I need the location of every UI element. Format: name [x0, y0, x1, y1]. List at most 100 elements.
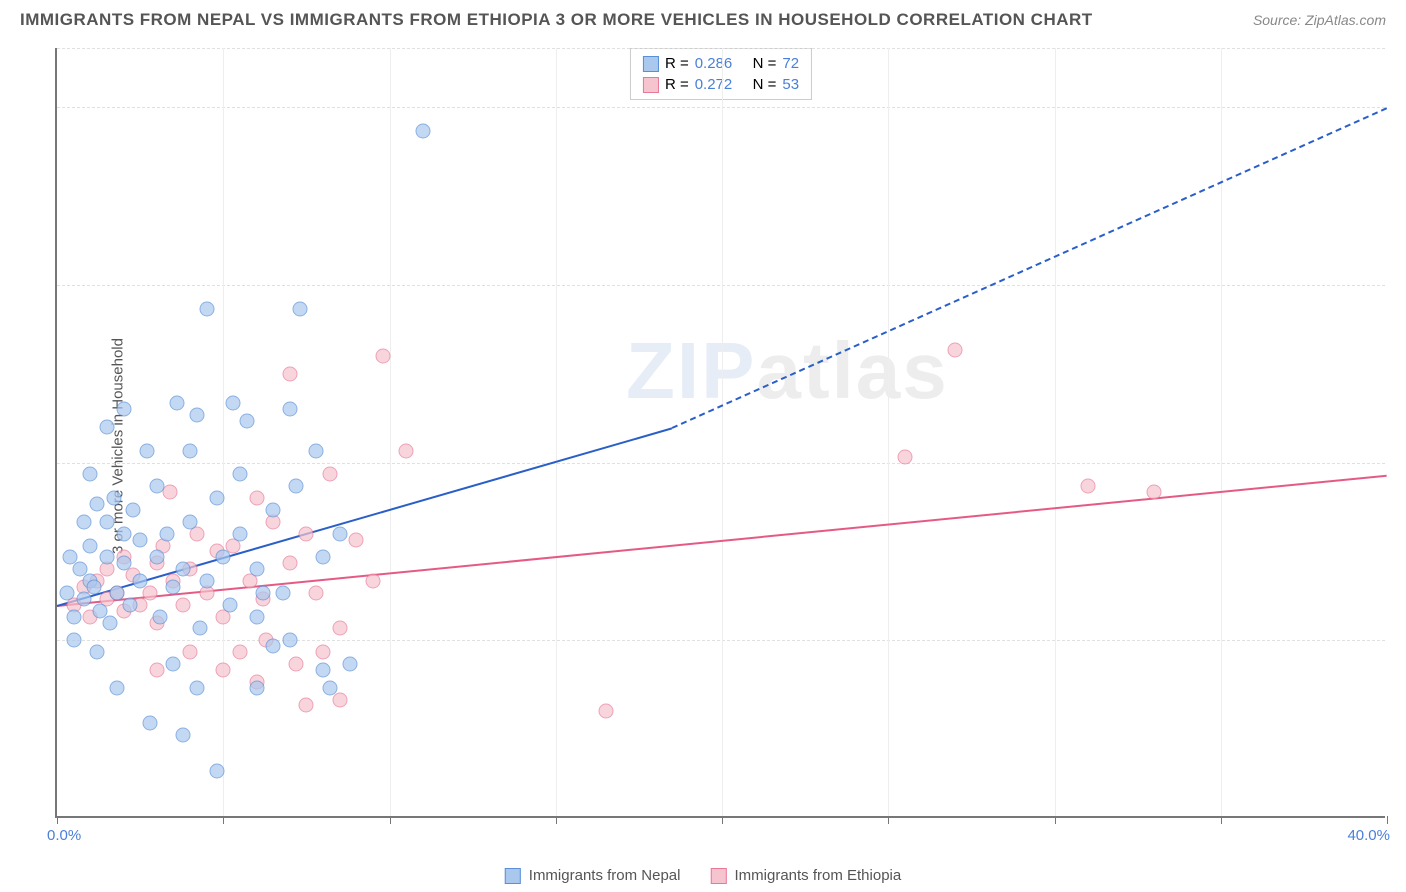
watermark-zip: ZIP	[626, 326, 756, 415]
scatter-point	[249, 562, 264, 577]
scatter-point	[139, 443, 154, 458]
scatter-point	[133, 574, 148, 589]
scatter-point	[282, 556, 297, 571]
scatter-point	[166, 580, 181, 595]
scatter-point	[598, 704, 613, 719]
n-label: N =	[753, 55, 777, 72]
scatter-point	[183, 514, 198, 529]
scatter-point	[66, 633, 81, 648]
scatter-point	[349, 532, 364, 547]
scatter-chart: ZIPatlas R = 0.286 N = 72 R = 0.272 N = …	[55, 48, 1385, 818]
gridline-h	[57, 640, 1385, 641]
scatter-point	[232, 467, 247, 482]
x-min-label: 0.0%	[47, 827, 81, 844]
scatter-point	[89, 645, 104, 660]
gridline-h	[57, 48, 1385, 49]
gridline-h	[57, 285, 1385, 286]
scatter-point	[176, 562, 191, 577]
scatter-point	[116, 402, 131, 417]
scatter-point	[153, 609, 168, 624]
x-tick	[1221, 816, 1222, 824]
scatter-point	[83, 538, 98, 553]
scatter-point	[399, 443, 414, 458]
scatter-point	[375, 349, 390, 364]
scatter-point	[249, 680, 264, 695]
legend-stats-row-b: R = 0.272 N = 53	[643, 74, 799, 95]
scatter-point	[309, 585, 324, 600]
gridline-v	[722, 48, 723, 816]
y-tick-label: 30.0%	[1390, 454, 1406, 471]
x-tick	[556, 816, 557, 824]
scatter-point	[282, 366, 297, 381]
scatter-point	[183, 645, 198, 660]
legend-label-b: Immigrants from Ethiopia	[734, 867, 901, 884]
scatter-point	[99, 550, 114, 565]
scatter-point	[249, 609, 264, 624]
scatter-point	[316, 662, 331, 677]
scatter-point	[249, 491, 264, 506]
scatter-point	[163, 485, 178, 500]
chart-header: IMMIGRANTS FROM NEPAL VS IMMIGRANTS FROM…	[0, 0, 1406, 35]
watermark-atlas: atlas	[756, 326, 948, 415]
legend-stats-row-a: R = 0.286 N = 72	[643, 53, 799, 74]
scatter-point	[256, 585, 271, 600]
r-label: R =	[665, 76, 689, 93]
scatter-point	[76, 514, 91, 529]
scatter-point	[209, 491, 224, 506]
scatter-point	[199, 301, 214, 316]
legend-swatch-a	[505, 868, 521, 884]
scatter-point	[109, 680, 124, 695]
scatter-point	[103, 615, 118, 630]
chart-title: IMMIGRANTS FROM NEPAL VS IMMIGRANTS FROM…	[20, 10, 1093, 30]
gridline-v	[223, 48, 224, 816]
scatter-point	[159, 526, 174, 541]
scatter-point	[309, 443, 324, 458]
n-value-a: 72	[782, 55, 799, 72]
scatter-point	[83, 467, 98, 482]
scatter-point	[59, 585, 74, 600]
scatter-point	[222, 597, 237, 612]
gridline-h	[57, 463, 1385, 464]
gridline-h	[57, 107, 1385, 108]
scatter-point	[299, 698, 314, 713]
x-tick	[1387, 816, 1388, 824]
scatter-point	[1080, 479, 1095, 494]
scatter-point	[116, 556, 131, 571]
scatter-point	[897, 449, 912, 464]
scatter-point	[232, 645, 247, 660]
x-tick	[57, 816, 58, 824]
scatter-point	[276, 585, 291, 600]
scatter-point	[332, 526, 347, 541]
gridline-v	[888, 48, 889, 816]
x-tick	[390, 816, 391, 824]
scatter-point	[209, 763, 224, 778]
r-value-b: 0.272	[695, 76, 733, 93]
scatter-point	[289, 657, 304, 672]
scatter-point	[183, 443, 198, 458]
scatter-point	[342, 657, 357, 672]
scatter-point	[289, 479, 304, 494]
scatter-point	[239, 414, 254, 429]
scatter-point	[116, 526, 131, 541]
gridline-v	[390, 48, 391, 816]
scatter-point	[123, 597, 138, 612]
x-tick	[722, 816, 723, 824]
scatter-point	[76, 591, 91, 606]
scatter-point	[86, 580, 101, 595]
scatter-point	[1147, 485, 1162, 500]
y-tick-label: 15.0%	[1390, 632, 1406, 649]
scatter-point	[332, 692, 347, 707]
scatter-point	[166, 657, 181, 672]
x-max-label: 40.0%	[1347, 827, 1390, 844]
scatter-point	[126, 503, 141, 518]
scatter-point	[149, 550, 164, 565]
y-tick-label: 60.0%	[1390, 99, 1406, 116]
scatter-point	[216, 662, 231, 677]
scatter-point	[292, 301, 307, 316]
scatter-point	[282, 633, 297, 648]
scatter-point	[332, 621, 347, 636]
scatter-point	[226, 396, 241, 411]
scatter-point	[99, 514, 114, 529]
scatter-point	[192, 621, 207, 636]
scatter-point	[322, 680, 337, 695]
